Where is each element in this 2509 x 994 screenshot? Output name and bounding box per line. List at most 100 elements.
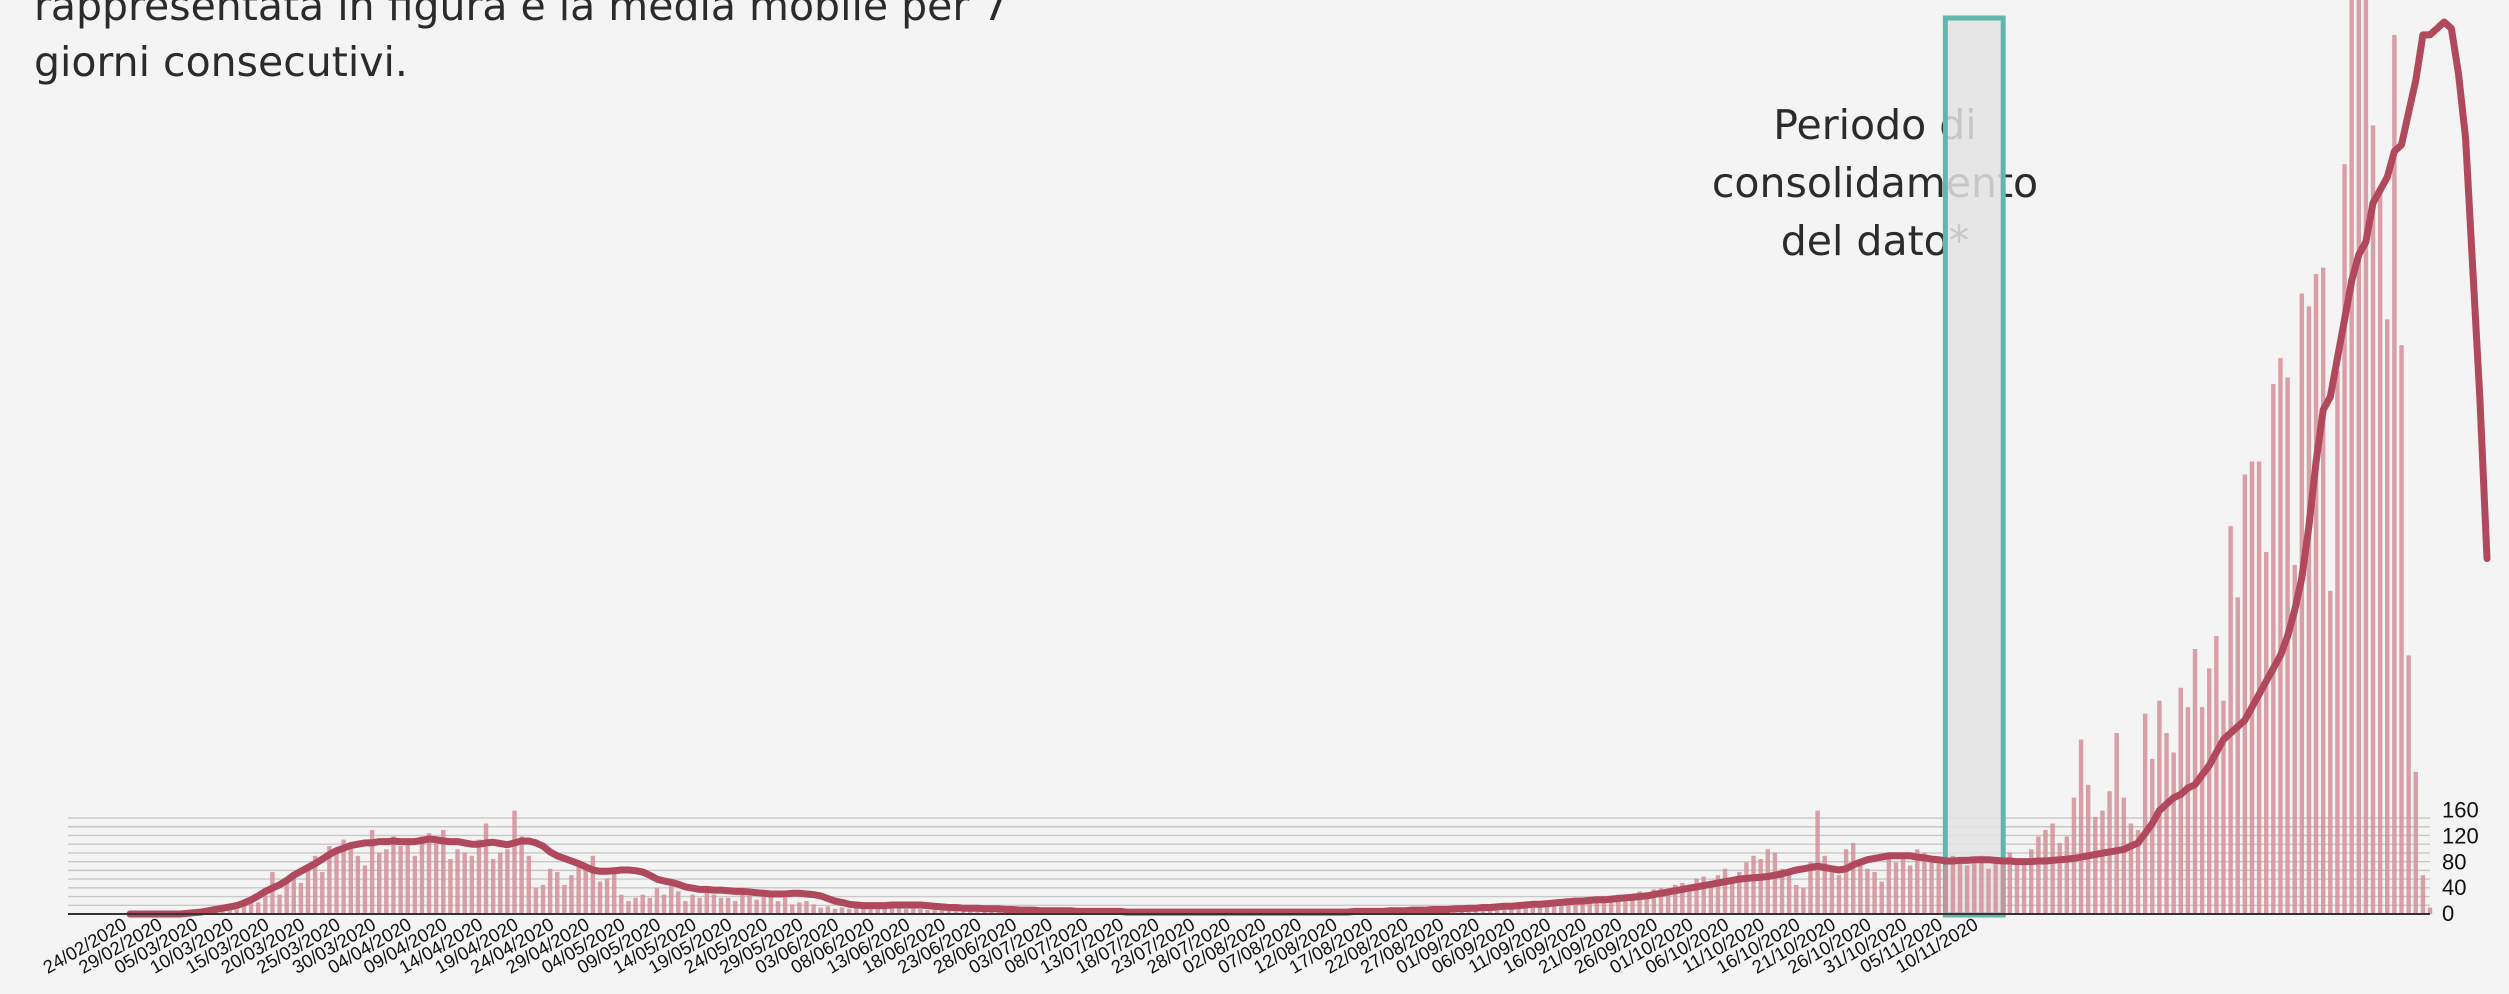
bar (597, 881, 603, 914)
bar (540, 884, 546, 914)
bar (2328, 590, 2333, 914)
bar (1779, 868, 1785, 914)
bar (2142, 713, 2148, 914)
bar (547, 868, 553, 914)
bar (1915, 849, 1920, 914)
bar (612, 868, 617, 914)
bar (519, 836, 524, 914)
bar (1801, 888, 1806, 914)
bar (1979, 855, 1984, 914)
bar (1680, 882, 1685, 914)
bar (555, 871, 560, 914)
bar (718, 897, 724, 914)
bar (683, 901, 688, 914)
bar (2178, 687, 2183, 914)
bar (626, 901, 631, 914)
bar (533, 888, 539, 914)
bar (619, 894, 624, 914)
bar (369, 829, 375, 914)
bar (1516, 906, 1521, 914)
bar (1687, 886, 1692, 914)
bar (469, 855, 475, 914)
bar (1900, 859, 1906, 914)
bar (697, 897, 702, 914)
bar (1665, 891, 1671, 914)
bar (2420, 875, 2426, 914)
bar (1601, 895, 1607, 914)
bar (405, 842, 410, 914)
bar (1872, 871, 1877, 914)
bar (2135, 829, 2141, 914)
y-tick-label: 160 (2442, 798, 2479, 823)
bar (946, 908, 952, 914)
bar (2349, 0, 2354, 914)
bar (2021, 859, 2027, 914)
y-tick-label: 120 (2442, 823, 2479, 848)
bar (1815, 810, 1820, 914)
bar (398, 846, 403, 914)
annotation-line-1: Periodo di (1773, 101, 1977, 149)
bar (512, 810, 517, 914)
daily-bars (149, 0, 2433, 915)
bar (334, 849, 339, 914)
bar (1658, 888, 1664, 914)
bar (462, 852, 467, 914)
bar (2399, 345, 2404, 914)
bar (1530, 906, 1535, 914)
bar (1836, 875, 1842, 914)
bar (2014, 862, 2020, 914)
bar (362, 865, 368, 914)
bar (1808, 862, 1813, 914)
chart-caption: rappresentata in figura è la media mobil… (34, 0, 1134, 90)
bar (2114, 733, 2119, 914)
bar (1751, 855, 1756, 914)
bar (2320, 267, 2326, 915)
bar (1758, 859, 1763, 914)
bar (248, 897, 254, 914)
bar (1786, 875, 1792, 914)
bar (875, 907, 880, 914)
bar (1907, 865, 1913, 914)
bar (1865, 868, 1870, 914)
bar (270, 871, 275, 914)
bar (989, 911, 994, 914)
bar (263, 888, 268, 914)
bar (1964, 865, 1970, 914)
bar (1594, 899, 1600, 914)
bar (2335, 371, 2340, 915)
bar (2292, 564, 2297, 914)
bar (2413, 771, 2418, 914)
bar (590, 855, 596, 914)
bar (2264, 552, 2269, 914)
bar (576, 862, 581, 914)
bar (2363, 0, 2369, 914)
bar (804, 901, 809, 914)
bar (1986, 868, 1991, 914)
bar (1950, 855, 1956, 914)
bar (1879, 881, 1884, 914)
bar (2078, 739, 2084, 914)
y-tick-label: 80 (2442, 849, 2466, 874)
consolidation-period (1942, 15, 2006, 918)
bar (1843, 849, 1849, 914)
bar (1765, 849, 1770, 914)
bar (2249, 461, 2255, 914)
bar (2278, 358, 2283, 914)
bar (747, 895, 752, 914)
annotation-line-3: del dato* (1780, 217, 1970, 265)
bar (1672, 884, 1678, 914)
bar (761, 894, 766, 914)
bar (861, 906, 866, 914)
bar (889, 907, 895, 914)
bar (2271, 383, 2276, 914)
bar (704, 888, 709, 914)
bar (1722, 868, 1728, 914)
bar (2085, 784, 2091, 914)
bar (255, 902, 261, 914)
bar (925, 910, 930, 914)
bar (1822, 855, 1827, 914)
bar (2000, 862, 2005, 914)
bar (1794, 884, 1799, 914)
bar (711, 894, 717, 914)
